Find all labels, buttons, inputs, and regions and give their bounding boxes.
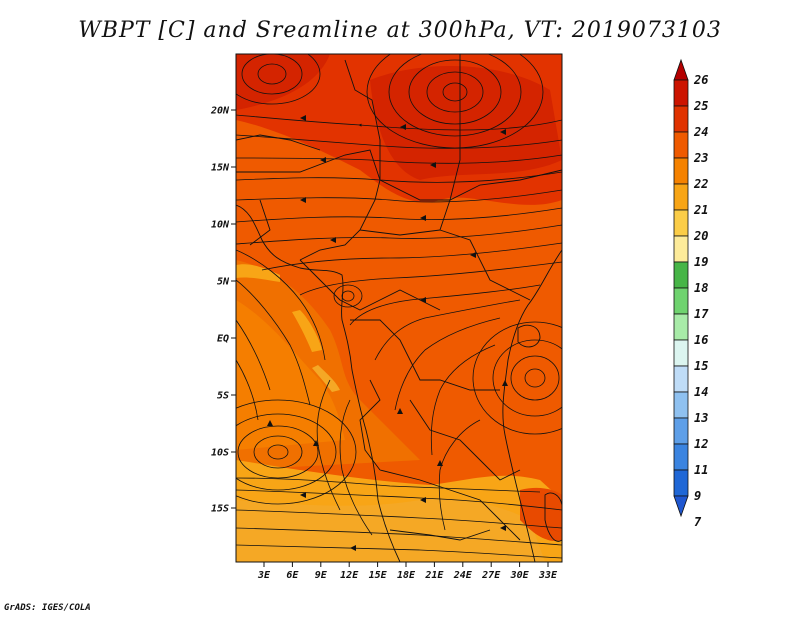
lat-label: 5N bbox=[217, 277, 230, 288]
colorbar-box bbox=[673, 417, 689, 445]
colorbar-label: 15 bbox=[694, 359, 708, 373]
colorbar-box bbox=[673, 157, 689, 185]
lon-label: 33E bbox=[538, 570, 558, 581]
colorbar: 26 25 24 23 22 21 20 19 18 17 16 15 14 13 12 11 9 7 bbox=[673, 58, 709, 529]
colorbar-box bbox=[673, 365, 689, 393]
lat-label: 20N bbox=[210, 106, 230, 117]
lat-label: EQ bbox=[217, 334, 229, 345]
colorbar-label: 7 bbox=[694, 515, 702, 529]
colorbar-label: 25 bbox=[693, 99, 708, 113]
lat-label: 10S bbox=[211, 448, 229, 459]
colorbar-label: 18 bbox=[694, 281, 708, 295]
lon-label: 30E bbox=[510, 570, 530, 581]
lat-label: 15S bbox=[211, 504, 229, 515]
colorbar-label: 26 bbox=[693, 73, 708, 87]
colorbar-box bbox=[673, 313, 689, 341]
colorbar-box bbox=[673, 391, 689, 419]
longitude-axis: 3E 6E 9E 12E 15E 18E 21E 24E 27E 30E 33E bbox=[257, 562, 558, 581]
colorbar-box bbox=[673, 79, 689, 107]
colorbar-label: 24 bbox=[693, 125, 708, 139]
lon-label: 21E bbox=[424, 570, 444, 581]
streamlines bbox=[236, 54, 562, 559]
colorbar-arrow-bottom bbox=[673, 495, 689, 518]
colorbar-label: 20 bbox=[693, 229, 708, 243]
streamline-arrows bbox=[267, 115, 508, 551]
colorbar-label: 14 bbox=[694, 385, 708, 399]
colorbar-box bbox=[673, 183, 689, 211]
colorbar-box bbox=[673, 131, 689, 159]
colorbar-label: 16 bbox=[694, 333, 708, 347]
lon-label: 9E bbox=[315, 570, 328, 581]
lon-label: 15E bbox=[369, 570, 388, 581]
colorbar-label: 11 bbox=[694, 463, 708, 477]
lon-label: 24E bbox=[453, 570, 473, 581]
colorbar-box bbox=[673, 209, 689, 237]
lon-label: 12E bbox=[340, 570, 359, 581]
colorbar-box bbox=[673, 105, 689, 133]
colorbar-label: 19 bbox=[694, 255, 708, 269]
coastlines bbox=[236, 54, 562, 562]
colorbar-box bbox=[673, 287, 689, 315]
lon-label: 27E bbox=[481, 570, 501, 581]
plot-title: WBPT [C] and Sreamline at 300hPa, VT: 20… bbox=[78, 18, 722, 43]
colorbar-label: 12 bbox=[694, 437, 708, 451]
colorbar-label: 22 bbox=[693, 177, 708, 191]
lon-label: 3E bbox=[257, 570, 271, 581]
lat-label: 5S bbox=[217, 391, 229, 402]
colorbar-box bbox=[673, 261, 689, 289]
colorbar-label: 23 bbox=[693, 151, 708, 165]
colorbar-label: 13 bbox=[694, 411, 708, 425]
lat-label: 15N bbox=[211, 163, 230, 174]
colorbar-box bbox=[673, 443, 689, 471]
lon-label: 6E bbox=[286, 570, 299, 581]
grads-credit: GrADS: IGES/COLA bbox=[4, 603, 91, 613]
latitude-axis: 20N 15N 10N 5N EQ 5S 10S 15S bbox=[210, 106, 236, 515]
colorbar-arrow-top bbox=[673, 58, 689, 81]
colorbar-box bbox=[673, 469, 689, 497]
colorbar-box bbox=[673, 339, 689, 367]
lon-label: 18E bbox=[397, 570, 416, 581]
colorbar-label: 9 bbox=[694, 489, 701, 503]
map-frame bbox=[235, 53, 563, 563]
colorbar-label: 21 bbox=[693, 203, 708, 217]
colorbar-box bbox=[673, 235, 689, 263]
colorbar-label: 17 bbox=[694, 307, 709, 321]
lat-label: 10N bbox=[211, 220, 230, 231]
wbpt-field bbox=[236, 54, 562, 562]
